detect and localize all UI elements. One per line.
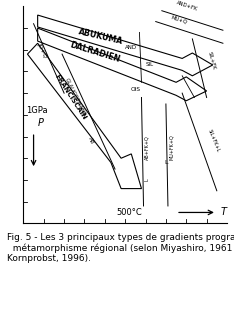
Text: 500°C: 500°C bbox=[116, 208, 142, 217]
Text: T: T bbox=[221, 207, 227, 218]
Polygon shape bbox=[27, 43, 142, 189]
Text: MU+FK+Q: MU+FK+Q bbox=[169, 135, 174, 160]
Text: L: L bbox=[164, 160, 168, 165]
Text: PY: PY bbox=[106, 35, 112, 40]
Text: MU+Q: MU+Q bbox=[170, 15, 188, 25]
Text: P: P bbox=[38, 118, 44, 128]
Polygon shape bbox=[38, 28, 207, 101]
Text: 1GPa: 1GPa bbox=[26, 106, 48, 115]
Text: DALRADIEN: DALRADIEN bbox=[68, 40, 121, 64]
Text: AND+FK: AND+FK bbox=[176, 0, 199, 12]
Polygon shape bbox=[38, 15, 213, 76]
Text: JD+Q: JD+Q bbox=[36, 41, 47, 58]
Text: AB: AB bbox=[87, 137, 95, 145]
Text: GLAUCOPHANE: GLAUCOPHANE bbox=[64, 78, 87, 117]
Text: AND: AND bbox=[125, 45, 137, 50]
Text: SIL+FK: SIL+FK bbox=[207, 51, 216, 70]
Text: Fig. 5 - Les 3 principaux types de gradients progrades du
  métamorphisme région: Fig. 5 - Les 3 principaux types de gradi… bbox=[7, 233, 234, 263]
Text: SIL: SIL bbox=[146, 63, 154, 67]
Text: FRANCISCAIN: FRANCISCAIN bbox=[53, 74, 87, 121]
Text: ABUKUMA: ABUKUMA bbox=[77, 27, 124, 46]
Text: AB+FK+Q: AB+FK+Q bbox=[145, 135, 150, 160]
Text: OIS: OIS bbox=[130, 87, 140, 93]
Text: L: L bbox=[145, 179, 150, 181]
Text: SIL+FK+L: SIL+FK+L bbox=[207, 129, 220, 153]
